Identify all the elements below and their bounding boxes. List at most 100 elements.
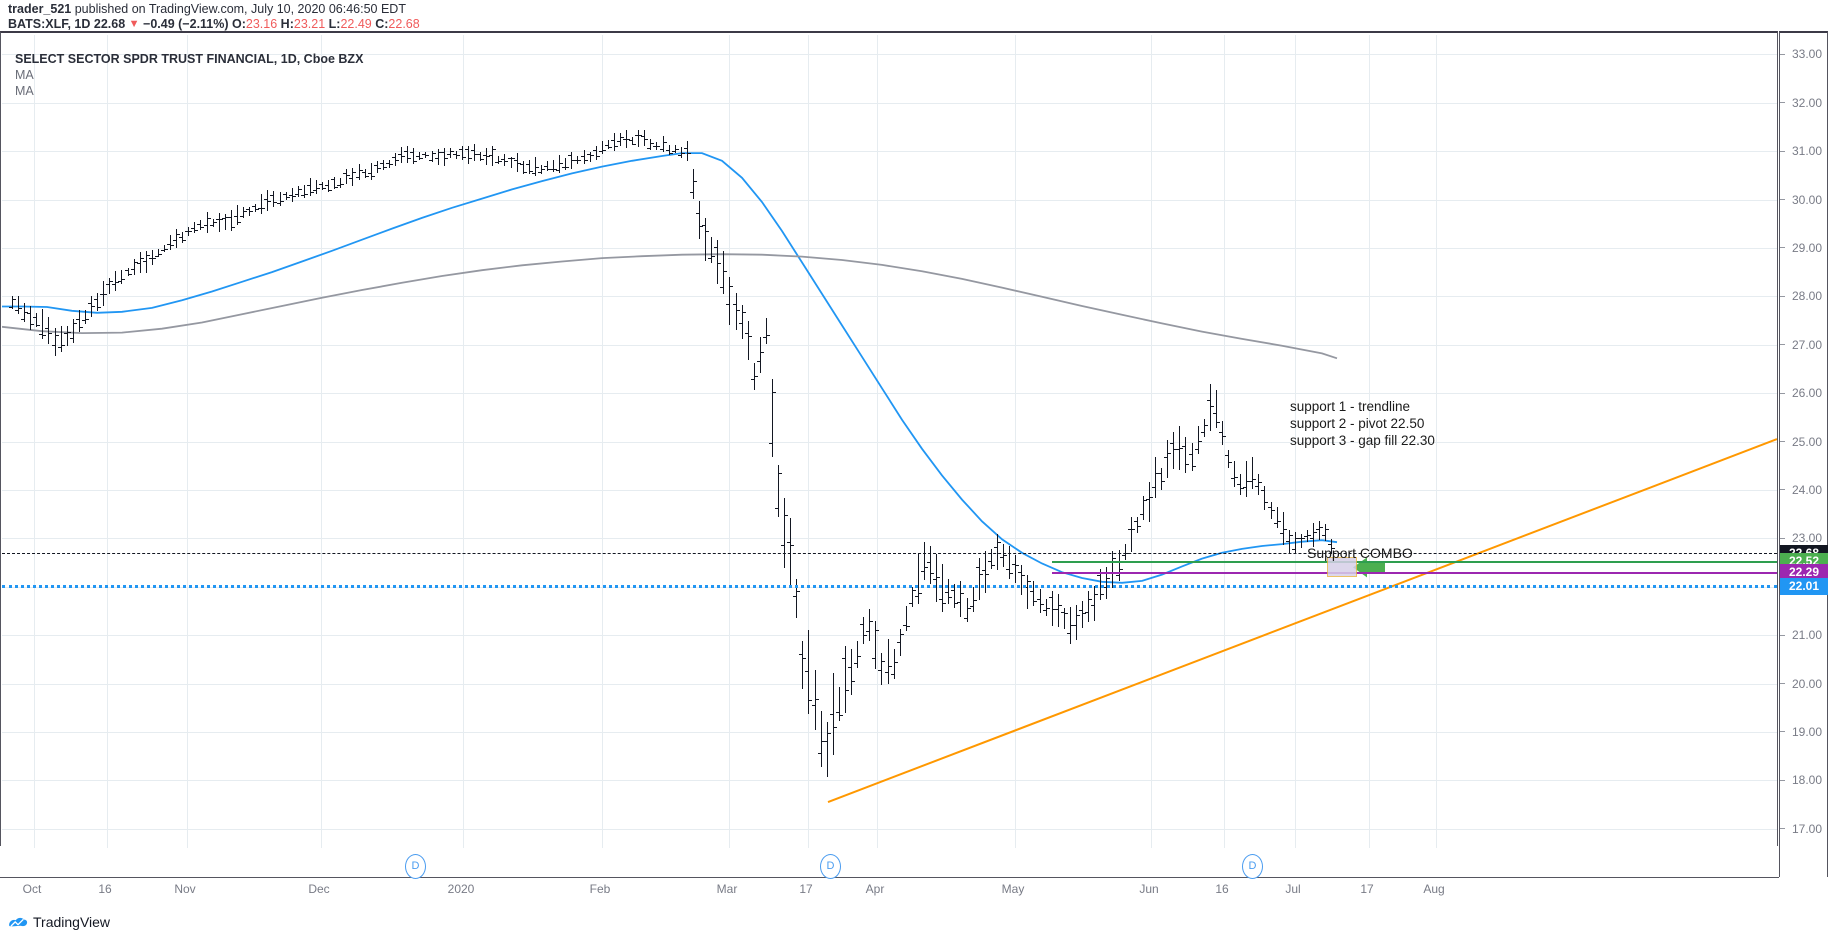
- support-3-purple[interactable]: [1052, 571, 1777, 574]
- ohlc-bar: [1015, 555, 1016, 583]
- ohlc-bar: [511, 156, 512, 168]
- ohlc-open-tick: [422, 154, 425, 155]
- gridline-h: [2, 199, 1777, 201]
- gridline-h: [2, 538, 1777, 540]
- ohlc-bar: [1204, 419, 1205, 437]
- ohlc-open-tick: [739, 322, 742, 324]
- ohlc-open-tick: [173, 240, 176, 242]
- ohlc-open-tick: [878, 670, 881, 672]
- ohlc-bar: [61, 325, 62, 353]
- ohlc-open-tick: [666, 149, 669, 151]
- ohlc-open-tick: [939, 598, 942, 600]
- ohlc-open-tick: [587, 153, 590, 155]
- price-axis-badge[interactable]: 22.01: [1780, 577, 1828, 595]
- dividend-marker-icon[interactable]: D: [820, 854, 841, 879]
- ohlc-bar: [146, 251, 147, 273]
- ohlc-open-tick: [1207, 400, 1210, 402]
- ohlc-close-tick: [664, 142, 667, 144]
- ohlc-open-tick: [398, 154, 401, 155]
- ohlc-bar: [140, 252, 141, 273]
- ohlc-close-tick: [694, 181, 697, 183]
- ohlc-close-tick: [1053, 609, 1056, 611]
- ohlc-close-tick: [761, 352, 764, 354]
- ohlc-bar: [255, 204, 256, 212]
- ohlc-bar: [1094, 585, 1095, 622]
- ohlc-close-tick: [676, 149, 679, 151]
- dividend-marker-icon[interactable]: D: [1242, 854, 1263, 879]
- price-axis-tick: 20.00: [1780, 676, 1828, 692]
- ma-baseline-blue-dotted[interactable]: [2, 585, 1777, 589]
- ohlc-close-tick: [907, 625, 910, 627]
- price-line-22.68[interactable]: [2, 552, 1777, 554]
- gridline-h: [2, 102, 1777, 104]
- ohlc-open-tick: [1182, 446, 1185, 448]
- chart-frame[interactable]: SELECT SECTOR SPDR TRUST FINANCIAL, 1D, …: [0, 31, 1778, 848]
- ohlc-open-tick: [885, 671, 888, 673]
- ohlc-open-tick: [404, 150, 407, 152]
- ohlc-bar: [334, 176, 335, 190]
- ohlc-open-tick: [100, 293, 103, 295]
- ohlc-open-tick: [1097, 575, 1100, 577]
- ohlc-close-tick: [347, 175, 350, 177]
- price-axis-badge[interactable]: 22.29: [1780, 564, 1828, 582]
- ohlc-bar: [1240, 474, 1241, 495]
- ohlc-close-tick: [390, 163, 393, 165]
- ohlc-open-tick: [733, 304, 736, 306]
- ohlc-open-tick: [520, 163, 523, 165]
- ohlc-bar: [134, 259, 135, 275]
- ohlc-close-tick: [481, 158, 484, 160]
- ohlc-open-tick: [453, 153, 456, 155]
- ohlc-open-tick: [289, 195, 292, 197]
- ohlc-close-tick: [25, 312, 28, 314]
- ohlc-close-tick: [220, 219, 223, 221]
- ohlc-bar: [1331, 539, 1332, 554]
- ohlc-close-tick: [475, 153, 478, 155]
- dividend-marker-icon[interactable]: D: [405, 854, 426, 879]
- ohlc-open-tick: [1000, 556, 1003, 558]
- ohlc-close-tick: [159, 254, 162, 255]
- ohlc-open-tick: [581, 156, 584, 158]
- ohlc-bar: [553, 159, 554, 173]
- ohlc-close-tick: [341, 183, 344, 185]
- ohlc-bar: [346, 169, 347, 185]
- ohlc-open-tick: [805, 671, 808, 673]
- support-1-trendline[interactable]: [827, 438, 1777, 803]
- ohlc-close-tick: [578, 160, 581, 162]
- ohlc-open-tick: [149, 257, 152, 259]
- ohlc-open-tick: [204, 224, 207, 226]
- ohlc-bar: [237, 205, 238, 225]
- ohlc-open-tick: [696, 213, 699, 214]
- ohlc-open-tick: [1073, 624, 1076, 626]
- ohlc-close-tick: [858, 656, 861, 658]
- ohlc-open-tick: [702, 224, 705, 226]
- chart-plot-area[interactable]: SELECT SECTOR SPDR TRUST FINANCIAL, 1D, …: [2, 35, 1777, 848]
- price-scale[interactable]: 33.00 32.00 31.00 30.00 29.00 28.00 27.00 26.00…: [1779, 31, 1828, 877]
- ohlc-open-tick: [1298, 537, 1301, 539]
- gridline-v: [1436, 35, 1437, 848]
- ohlc-open-tick: [951, 590, 954, 592]
- ohlc-close-tick: [104, 293, 107, 295]
- ohlc-close-tick: [639, 135, 642, 137]
- time-axis-tick: Oct: [22, 882, 42, 896]
- ohlc-open-tick: [301, 195, 304, 197]
- ohlc-bar: [462, 146, 463, 160]
- ohlc-bar: [188, 227, 189, 236]
- ohlc-close-tick: [925, 567, 928, 569]
- ohlc-close-tick: [445, 157, 448, 159]
- ohlc-bar: [656, 142, 657, 151]
- ohlc-open-tick: [1243, 487, 1246, 489]
- ohlc-open-tick: [210, 225, 213, 227]
- gap-fill-rect[interactable]: [1327, 556, 1357, 577]
- ohlc-close-tick: [1205, 424, 1208, 426]
- ohlc-close-tick: [1241, 487, 1244, 489]
- time-scale[interactable]: D D D Oct 16 Nov Dec 2020 Feb Mar 17 Apr May Jun 16 Ju…: [0, 854, 1779, 907]
- price-axis-tick: 31.00: [1780, 143, 1828, 159]
- ohlc-bar: [729, 276, 730, 325]
- ohlc-close-tick: [779, 472, 782, 474]
- ohlc-close-tick: [913, 589, 916, 591]
- ohlc-close-tick: [834, 727, 837, 729]
- ohlc-open-tick: [1268, 506, 1271, 508]
- support-2-green[interactable]: [1052, 560, 1777, 563]
- ohlc-bar: [468, 146, 469, 164]
- price-axis-tick: 27.00: [1780, 337, 1828, 353]
